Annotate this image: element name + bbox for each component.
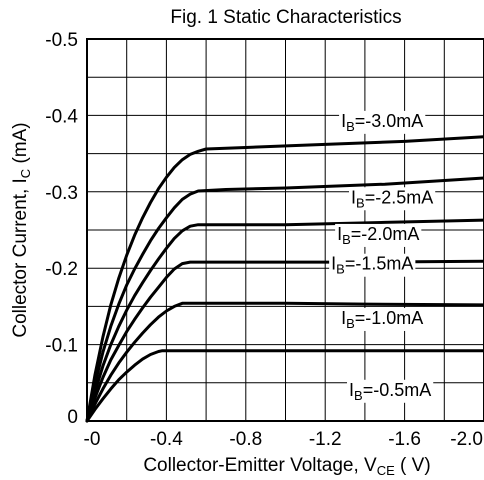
y-tick-label: 0: [67, 407, 78, 428]
curves: [85, 135, 484, 423]
x-tick-label: -0.4: [150, 429, 183, 450]
y-tick-label: -0.5: [45, 30, 78, 51]
curve-ib-2: [85, 301, 484, 423]
curve-label: IB=-2.0mA: [337, 224, 419, 247]
curve-labels: IB=-0.5mA IB=-1.0mA IB=-1.5mA IB=-2.0mA IB=-…: [329, 110, 436, 403]
curve-ib-1: [85, 349, 484, 423]
curve-label: IB=-3.0mA: [341, 111, 423, 134]
grid: [87, 39, 484, 421]
curve-label: IB=-1.5mA: [331, 254, 413, 277]
x-tick-label: -0: [84, 429, 101, 450]
curve-label: IB=-2.5mA: [351, 187, 433, 210]
curve-label-background: [347, 379, 434, 403]
x-axis-label: Collector-Emitter Voltage, VCE ( V): [143, 455, 430, 478]
curve-ib-6: [85, 135, 484, 423]
y-tick-label: -0.4: [45, 106, 78, 127]
curve-ib-5: [85, 176, 484, 423]
curve-ib-3: [85, 259, 484, 423]
curve-label: IB=-0.5mA: [349, 380, 431, 403]
curve-ib-4: [85, 218, 484, 423]
curve-label-background: [339, 307, 426, 331]
curve-label-background: [339, 110, 426, 134]
x-tick-label: -0.8: [229, 429, 262, 450]
y-tick-label: -0.1: [45, 336, 78, 357]
plot-frame: [86, 38, 484, 422]
y-axis-label: Collector Current, IC (mA): [10, 122, 33, 337]
curve-label-background: [335, 223, 422, 247]
curve-label: IB=-1.0mA: [341, 308, 423, 331]
y-tick-label: -0.3: [45, 183, 78, 204]
x-tick-label: -2.0: [450, 429, 483, 450]
chart-title: Fig. 1 Static Characteristics: [170, 7, 401, 28]
x-tick-label: -1.2: [309, 429, 342, 450]
tick-labels: -0 -0.4 -0.8 -1.2 -1.6 -2.0 0 -0.1 -0.2 -0.3 -0.4 -…: [45, 30, 483, 450]
curve-label-background: [349, 187, 436, 211]
y-tick-label: -0.2: [45, 259, 78, 280]
x-tick-label: -1.6: [388, 429, 421, 450]
curve-label-background: [329, 253, 416, 277]
